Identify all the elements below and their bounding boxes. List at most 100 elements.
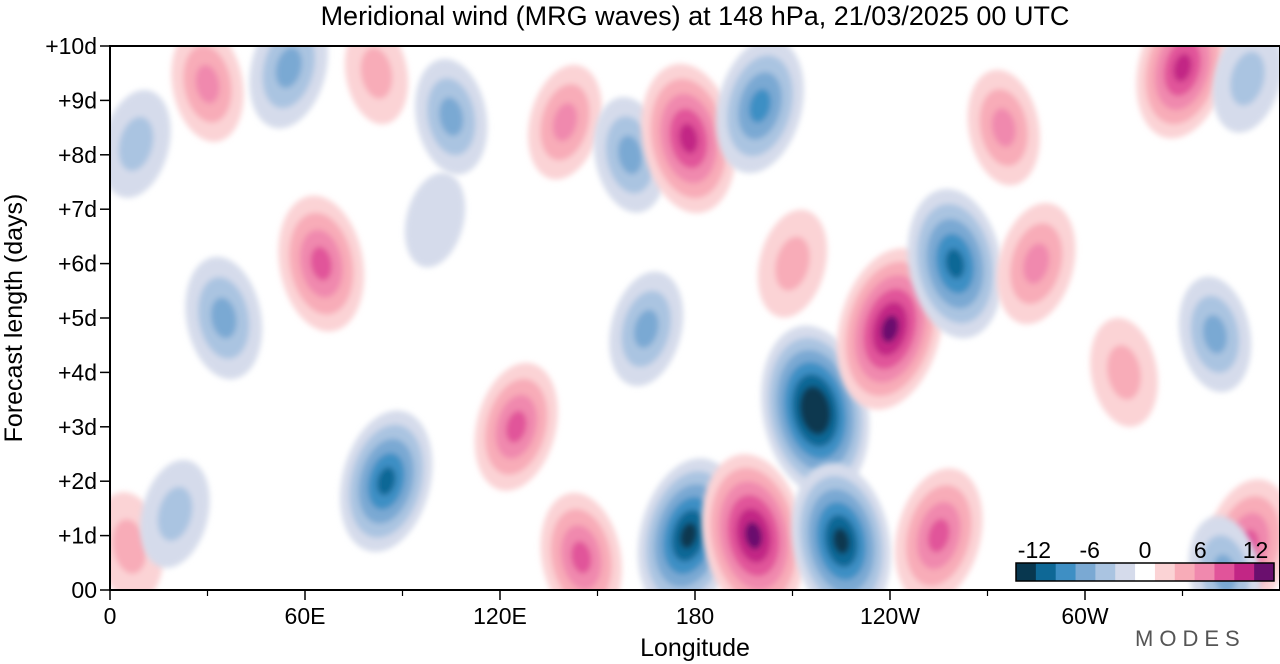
x-axis-label: Longitude	[640, 634, 750, 662]
contour-level	[679, 123, 698, 154]
colorbar-swatch	[1115, 563, 1136, 581]
y-tick-label: +8d	[58, 142, 97, 168]
colorbar-ticks: -12 -6 0 6 12	[1018, 537, 1269, 563]
contour-level	[571, 541, 592, 574]
contour-level	[377, 467, 396, 496]
contour-level	[807, 398, 823, 423]
feature-blob	[171, 46, 244, 142]
feature-blob	[1090, 317, 1158, 427]
feature-blob	[997, 202, 1076, 325]
y-tick-label: +7d	[58, 196, 97, 222]
y-tick-label: +3d	[58, 414, 97, 440]
feature-blob	[340, 410, 433, 552]
colorbar-swatch	[1135, 563, 1156, 581]
contour-level	[1107, 345, 1141, 400]
plot-area	[110, 46, 1280, 590]
contour-level	[1023, 243, 1050, 284]
colorbar-swatch	[1194, 563, 1215, 581]
contour-level	[275, 47, 302, 88]
feature-blob	[344, 46, 409, 125]
x-axis: 0 60E 120E 180 120W 60W	[104, 590, 1184, 629]
contour-level	[360, 47, 393, 99]
y-tick-label: +9d	[58, 87, 97, 113]
feature-blob	[894, 468, 983, 590]
feature-blob	[528, 64, 602, 180]
feature-blob	[110, 89, 171, 198]
feature-blob	[967, 69, 1040, 186]
y-tick-label: +2d	[58, 468, 97, 494]
colorbar-swatch	[1234, 563, 1255, 581]
colorbar-tick-label: -6	[1079, 537, 1099, 563]
contour-level	[832, 528, 850, 555]
colorbar-tick-label: 6	[1194, 537, 1207, 563]
contour-level	[157, 486, 193, 541]
contour-level	[112, 519, 147, 574]
y-tick-label: +4d	[58, 359, 97, 385]
contour-level	[505, 410, 527, 443]
feature-blob	[761, 325, 870, 496]
x-tick-label: 60W	[1061, 603, 1109, 629]
y-tick-label: +5d	[58, 305, 97, 331]
feature-blob	[278, 195, 365, 332]
y-tick-label: +10d	[45, 33, 97, 59]
chart-title: Meridional wind (MRG waves) at 148 hPa, …	[321, 1, 1070, 31]
feature-blob	[474, 362, 558, 491]
colorbar-tick-label: 0	[1139, 537, 1152, 563]
contour-level	[439, 97, 464, 137]
x-tick-label: 180	[676, 603, 714, 629]
contour-level	[617, 135, 643, 175]
feature-blob	[609, 271, 684, 387]
feature-blob	[701, 454, 806, 590]
colorbar-swatch	[1055, 563, 1077, 581]
feature-blob	[907, 188, 1003, 339]
contour-level	[749, 89, 771, 123]
feature-blob	[404, 172, 466, 268]
feature-blob	[1178, 276, 1252, 393]
feature-blob	[140, 459, 210, 568]
contour-level	[1202, 315, 1228, 354]
contour-level	[1230, 51, 1265, 106]
feature-blob	[415, 58, 488, 175]
y-tick-label: 00	[71, 577, 97, 603]
colorbar: -12 -6 0 6 12	[1015, 537, 1275, 582]
colorbar-swatch	[1214, 563, 1235, 581]
feature-blob	[791, 462, 891, 590]
contour-level	[1173, 53, 1192, 82]
contour-level	[680, 522, 697, 549]
colorbar-swatch	[1016, 563, 1037, 581]
colorbar-tick-label: -12	[1018, 537, 1051, 563]
y-tick-label: +6d	[58, 251, 97, 277]
contour-level	[310, 246, 332, 281]
contour-level	[404, 172, 466, 268]
x-tick-label: 0	[104, 603, 117, 629]
contour-level	[991, 108, 1016, 147]
colorbar-swatch	[1035, 563, 1057, 581]
contour-level	[118, 116, 154, 171]
feature-blob	[641, 63, 736, 214]
x-tick-label: 120E	[473, 603, 527, 629]
feature-blob	[249, 46, 328, 129]
feature-blob	[716, 46, 804, 174]
contour-level	[927, 518, 950, 553]
colorbar-swatch	[1154, 563, 1176, 581]
y-axis-label: Forecast length (days)	[0, 194, 28, 443]
contour-level	[744, 522, 763, 550]
y-tick-label: +1d	[58, 523, 97, 549]
y-axis: 00 +1d +2d +3d +4d +5d +6d +7d +8d +9d +10d	[45, 33, 110, 603]
contour-level	[945, 248, 965, 279]
colorbar-frame	[1015, 562, 1275, 582]
colorbar-tick-label: 12	[1243, 537, 1269, 563]
contour-level	[552, 103, 578, 142]
x-tick-label: 60E	[285, 603, 326, 629]
feature-blob	[837, 248, 943, 410]
contour-level	[633, 309, 659, 349]
colorbar-swatch	[1254, 563, 1275, 581]
contour-level	[775, 236, 810, 291]
contour-level	[195, 64, 220, 104]
feature-blob	[185, 256, 263, 380]
contour-level	[881, 315, 899, 343]
x-tick-label: 120W	[860, 603, 920, 629]
feature-blob	[1212, 46, 1280, 133]
contour-level	[210, 297, 237, 339]
